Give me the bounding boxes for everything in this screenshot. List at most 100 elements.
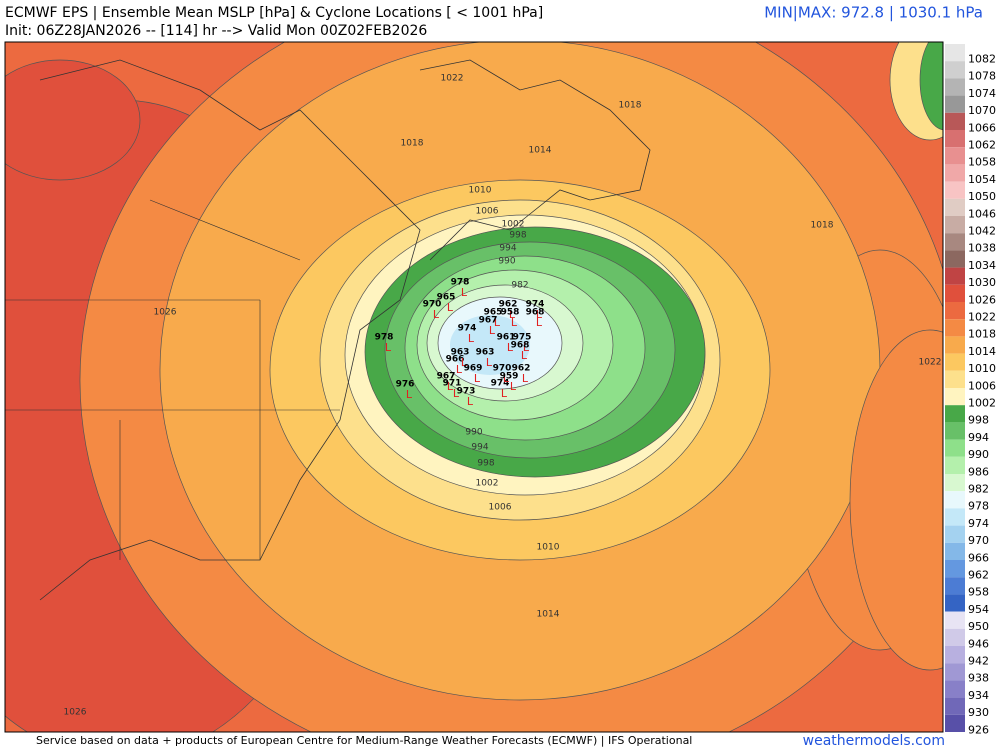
colorbar-label: 934 (968, 689, 989, 702)
contour-label: 1006 (489, 503, 512, 513)
cyclone-marker: L (467, 395, 474, 408)
colorbar-label: 1010 (968, 362, 996, 375)
colorbar-swatch (945, 267, 965, 285)
colorbar-swatch (945, 508, 965, 526)
contour-label: 994 (471, 443, 488, 453)
colorbar-label: 1070 (968, 104, 996, 117)
cyclone-value: 969 (464, 364, 483, 374)
colorbar-label: 978 (968, 500, 989, 513)
colorbar-label: 966 (968, 551, 989, 564)
colorbar-swatch (945, 78, 965, 96)
cyclone-marker: L (433, 308, 440, 321)
cyclone-marker: L (510, 380, 517, 393)
colorbar-swatch (945, 456, 965, 474)
cyclone-value: 974 (491, 379, 510, 389)
cyclone-marker: L (406, 388, 413, 401)
colorbar-swatch (945, 663, 965, 681)
cyclone-value: 974 (526, 300, 545, 310)
cyclone-value: 959 (500, 372, 519, 382)
colorbar-label: 1054 (968, 173, 996, 186)
colorbar-swatch (945, 61, 965, 79)
colorbar-label: 974 (968, 517, 989, 530)
colorbar-swatch (945, 164, 965, 182)
contour-label: 998 (477, 459, 494, 469)
cyclone-marker: L (468, 332, 475, 345)
cyclone-value: 965 (484, 308, 503, 318)
cyclone-value: 963 (476, 348, 495, 358)
footer-site[interactable]: weathermodels.com (803, 733, 945, 749)
contour-label: 994 (499, 244, 516, 254)
colorbar-label: 1034 (968, 259, 996, 272)
cyclone-marker: L (522, 372, 529, 385)
colorbar-label: 1058 (968, 156, 996, 169)
cyclone-marker: L (447, 380, 454, 393)
cyclone-marker: L (521, 349, 528, 362)
cyclone-value: 973 (457, 387, 476, 397)
colorbar-swatch (945, 370, 965, 388)
colorbar-label: 1062 (968, 138, 996, 151)
colorbar-label: 998 (968, 414, 989, 427)
cyclone-marker: L (489, 324, 496, 337)
cyclone-value: 978 (375, 333, 394, 343)
colorbar-swatch (945, 439, 965, 457)
colorbar-swatch (945, 181, 965, 199)
title: ECMWF EPS | Ensemble Mean MSLP [hPa] & C… (5, 5, 543, 21)
colorbar-label: 942 (968, 654, 989, 667)
colorbar-swatch (945, 112, 965, 130)
cyclone-marker: L (486, 356, 493, 369)
colorbar-swatch (945, 628, 965, 646)
colorbar-swatch (945, 714, 965, 732)
cyclone-value: 968 (511, 341, 530, 351)
colorbar-swatch (945, 422, 965, 440)
colorbar-label: 1050 (968, 190, 996, 203)
contour-label: 1022 (919, 358, 942, 368)
cyclone-value: 978 (451, 278, 470, 288)
contour-label: 990 (465, 428, 482, 438)
cyclone-value: 967 (479, 316, 498, 326)
cyclone-value: 961 (497, 333, 516, 343)
cyclone-marker: L (511, 316, 518, 329)
cyclone-value: 970 (423, 300, 442, 310)
cyclone-marker: L (474, 372, 481, 385)
contour-label: 1018 (619, 101, 642, 111)
colorbar-swatch (945, 680, 965, 698)
colorbar-swatch (945, 646, 965, 664)
contour-label: 1018 (811, 221, 834, 231)
colorbar-swatch (945, 474, 965, 492)
contour-label: 1022 (441, 74, 464, 84)
colorbar-label: 1014 (968, 345, 996, 358)
contour-label: 1002 (476, 479, 499, 489)
colorbar-label: 1038 (968, 242, 996, 255)
colorbar-label: 954 (968, 603, 989, 616)
contour-label: 1014 (537, 610, 560, 620)
colorbar-label: 1078 (968, 70, 996, 83)
cyclone-marker: L (501, 387, 508, 400)
colorbar-swatch (945, 577, 965, 595)
colorbar-swatch (945, 336, 965, 354)
cyclone-value: 958 (501, 308, 520, 318)
cyclone-marker: L (461, 286, 468, 299)
cyclone-value: 970 (493, 364, 512, 374)
colorbar-swatch (945, 697, 965, 715)
cyclone-value: 971 (443, 379, 462, 389)
cyclone-marker: L (453, 387, 460, 400)
colorbar-swatch (945, 353, 965, 371)
colorbar-swatch (945, 388, 965, 406)
colorbar-label: 982 (968, 482, 989, 495)
contour-label: 1010 (537, 543, 560, 553)
subtitle: Init: 06Z28JAN2026 -- [114] hr --> Valid… (5, 23, 427, 39)
cyclone-value: 976 (396, 380, 415, 390)
colorbar-swatch (945, 319, 965, 337)
contour-label: 998 (509, 231, 526, 241)
colorbar-label: 994 (968, 431, 989, 444)
cyclone-marker: L (447, 301, 454, 314)
colorbar-label: 1082 (968, 52, 996, 65)
colorbar-swatch (945, 95, 965, 113)
colorbar-swatch (945, 405, 965, 423)
colorbar-label: 946 (968, 637, 989, 650)
colorbar-swatch (945, 233, 965, 251)
cyclone-marker: L (509, 308, 516, 321)
colorbar-swatch (945, 611, 965, 629)
